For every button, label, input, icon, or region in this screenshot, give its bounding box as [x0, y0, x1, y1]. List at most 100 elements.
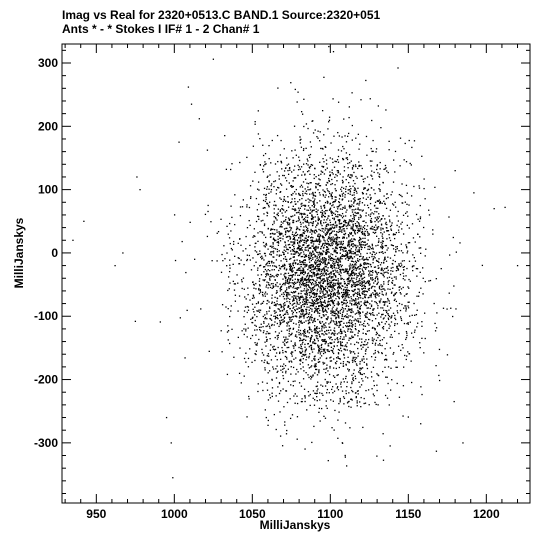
data-point	[305, 254, 307, 256]
data-point	[418, 187, 421, 189]
data-point	[263, 187, 266, 190]
data-point	[302, 354, 304, 356]
data-point	[354, 272, 356, 275]
data-point	[275, 204, 277, 206]
data-point	[298, 246, 300, 249]
data-point	[272, 242, 274, 244]
data-point	[311, 330, 313, 333]
data-point	[386, 301, 388, 303]
data-point	[314, 368, 317, 371]
data-point	[270, 236, 272, 238]
data-point	[332, 292, 335, 295]
data-point	[308, 376, 310, 379]
data-point	[316, 302, 318, 305]
data-point	[368, 338, 370, 341]
data-point	[295, 203, 297, 205]
data-point	[276, 297, 279, 300]
data-point	[341, 264, 343, 267]
data-point	[368, 245, 370, 247]
data-point	[331, 195, 333, 198]
data-point	[264, 252, 266, 255]
data-point	[374, 217, 376, 219]
data-point	[346, 381, 348, 383]
data-point	[326, 228, 328, 230]
data-point	[300, 290, 302, 292]
data-point	[333, 212, 335, 214]
data-point	[281, 208, 284, 210]
data-point	[312, 216, 315, 218]
data-point	[310, 329, 312, 331]
data-point	[230, 230, 232, 232]
data-point	[275, 368, 277, 370]
data-point	[304, 247, 307, 249]
data-point	[307, 273, 309, 275]
data-point	[253, 265, 255, 267]
data-point	[321, 325, 323, 327]
data-point	[312, 237, 314, 239]
data-point	[356, 390, 359, 392]
data-point	[324, 301, 326, 303]
data-point	[390, 321, 393, 323]
data-point	[298, 307, 300, 309]
data-point	[293, 345, 295, 347]
data-point	[376, 292, 378, 294]
data-point	[261, 291, 264, 294]
data-point	[356, 258, 359, 260]
data-point	[244, 323, 246, 325]
data-point	[270, 185, 272, 187]
data-point	[302, 284, 304, 286]
data-point	[294, 393, 296, 395]
data-point	[262, 325, 264, 328]
data-point	[352, 227, 354, 229]
data-point	[342, 303, 345, 305]
data-point	[353, 283, 355, 286]
data-point	[305, 310, 307, 312]
data-point	[332, 258, 335, 260]
data-point	[341, 306, 344, 309]
data-point	[217, 230, 220, 233]
data-point	[358, 243, 361, 245]
data-point	[336, 170, 338, 172]
data-point	[233, 240, 235, 243]
data-point	[324, 263, 326, 265]
data-point	[358, 297, 360, 299]
data-point	[331, 171, 333, 174]
data-point	[382, 433, 384, 435]
data-point	[260, 323, 262, 325]
data-point	[358, 216, 360, 219]
data-point	[368, 275, 370, 277]
data-point	[331, 276, 333, 278]
data-point	[323, 222, 325, 224]
data-point	[394, 260, 396, 263]
data-point	[280, 160, 282, 163]
data-point	[312, 305, 314, 307]
data-point	[334, 311, 336, 313]
data-point	[299, 240, 302, 242]
data-point	[301, 174, 303, 176]
data-point	[339, 324, 342, 326]
data-point	[330, 232, 332, 234]
data-point	[354, 325, 357, 327]
data-point	[455, 308, 457, 310]
data-point	[322, 307, 324, 309]
data-point	[254, 353, 256, 355]
data-point	[226, 265, 228, 267]
data-point	[234, 300, 237, 302]
data-point	[337, 312, 339, 314]
data-point	[334, 279, 336, 281]
data-point	[346, 287, 348, 289]
data-point	[293, 306, 295, 308]
data-point	[329, 240, 332, 242]
data-point	[343, 224, 345, 226]
data-point	[376, 294, 378, 296]
data-point	[355, 254, 357, 256]
data-point	[309, 266, 312, 268]
data-point	[372, 262, 374, 264]
data-point	[259, 230, 261, 233]
data-point	[316, 335, 318, 337]
data-point	[280, 369, 282, 371]
data-point	[378, 251, 381, 254]
data-point	[292, 270, 294, 272]
data-point	[336, 258, 338, 261]
data-point	[266, 330, 268, 333]
